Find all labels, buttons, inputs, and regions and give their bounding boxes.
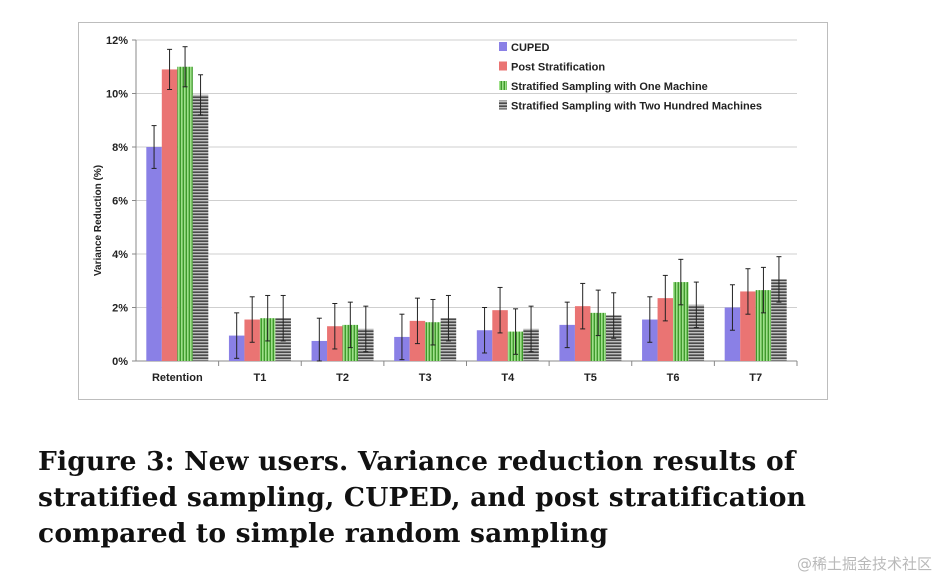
y-tick-label: 8% bbox=[112, 142, 128, 154]
legend-swatch bbox=[499, 81, 507, 90]
x-category-label: T3 bbox=[419, 372, 432, 384]
legend-label: Post Stratification bbox=[511, 62, 605, 74]
x-category-label: T1 bbox=[254, 372, 267, 384]
legend-swatch bbox=[499, 100, 507, 110]
y-tick-label: 4% bbox=[112, 249, 128, 261]
x-category-label: T2 bbox=[336, 372, 349, 384]
variance-reduction-chart: 0% 2% 4% 6% 8% 10% 12% Variance Reduction (%) Re… bbox=[93, 35, 798, 384]
y-axis-title: Variance Reduction (%) bbox=[93, 165, 104, 276]
bar-post-stratification bbox=[574, 306, 591, 361]
y-tick-label: 2% bbox=[112, 303, 128, 315]
bar-stratified-sampling-with-one-machine bbox=[673, 282, 689, 361]
legend-swatch bbox=[499, 42, 507, 51]
x-category-label: T6 bbox=[667, 372, 680, 384]
bar-post-stratification bbox=[740, 291, 756, 361]
bar-stratified-sampling-with-one-machine bbox=[755, 290, 772, 361]
bar-post-stratification bbox=[492, 310, 508, 361]
bar-cuped bbox=[724, 307, 741, 361]
bar-stratified-sampling-with-two-hundred-machines bbox=[688, 304, 705, 361]
y-tick-label: 10% bbox=[106, 89, 128, 101]
y-tick-label: 0% bbox=[112, 356, 128, 368]
chart-frame: 0% 2% 4% 6% 8% 10% 12% Variance Reduction (%) Re… bbox=[78, 22, 828, 400]
x-category-label: T4 bbox=[501, 372, 515, 384]
y-tick-label: 6% bbox=[112, 196, 128, 208]
legend-label: Stratified Sampling with Two Hundred Mac… bbox=[511, 101, 762, 113]
legend-label: CUPED bbox=[511, 42, 550, 54]
bar-stratified-sampling-with-two-hundred-machines bbox=[771, 279, 787, 361]
figure-caption: Figure 3: New users. Variance reduction … bbox=[38, 446, 807, 549]
legend-swatch bbox=[499, 61, 507, 71]
legend-label: Stratified Sampling with One Machine bbox=[511, 81, 708, 93]
x-category-label: T5 bbox=[584, 372, 597, 384]
x-category-label: Retention bbox=[152, 372, 203, 384]
bar-stratified-sampling-with-two-hundred-machines bbox=[192, 94, 209, 362]
bar-stratified-sampling-with-one-machine bbox=[177, 66, 193, 361]
y-tick-label: 12% bbox=[106, 35, 128, 47]
watermark-text: @稀土掘金技术社区 bbox=[796, 555, 932, 573]
bar-post-stratification bbox=[161, 69, 178, 362]
bar-stratified-sampling-with-one-machine bbox=[590, 312, 606, 361]
x-category-label: T7 bbox=[749, 372, 762, 384]
bar-cuped bbox=[146, 147, 162, 361]
bar-post-stratification bbox=[657, 298, 674, 361]
